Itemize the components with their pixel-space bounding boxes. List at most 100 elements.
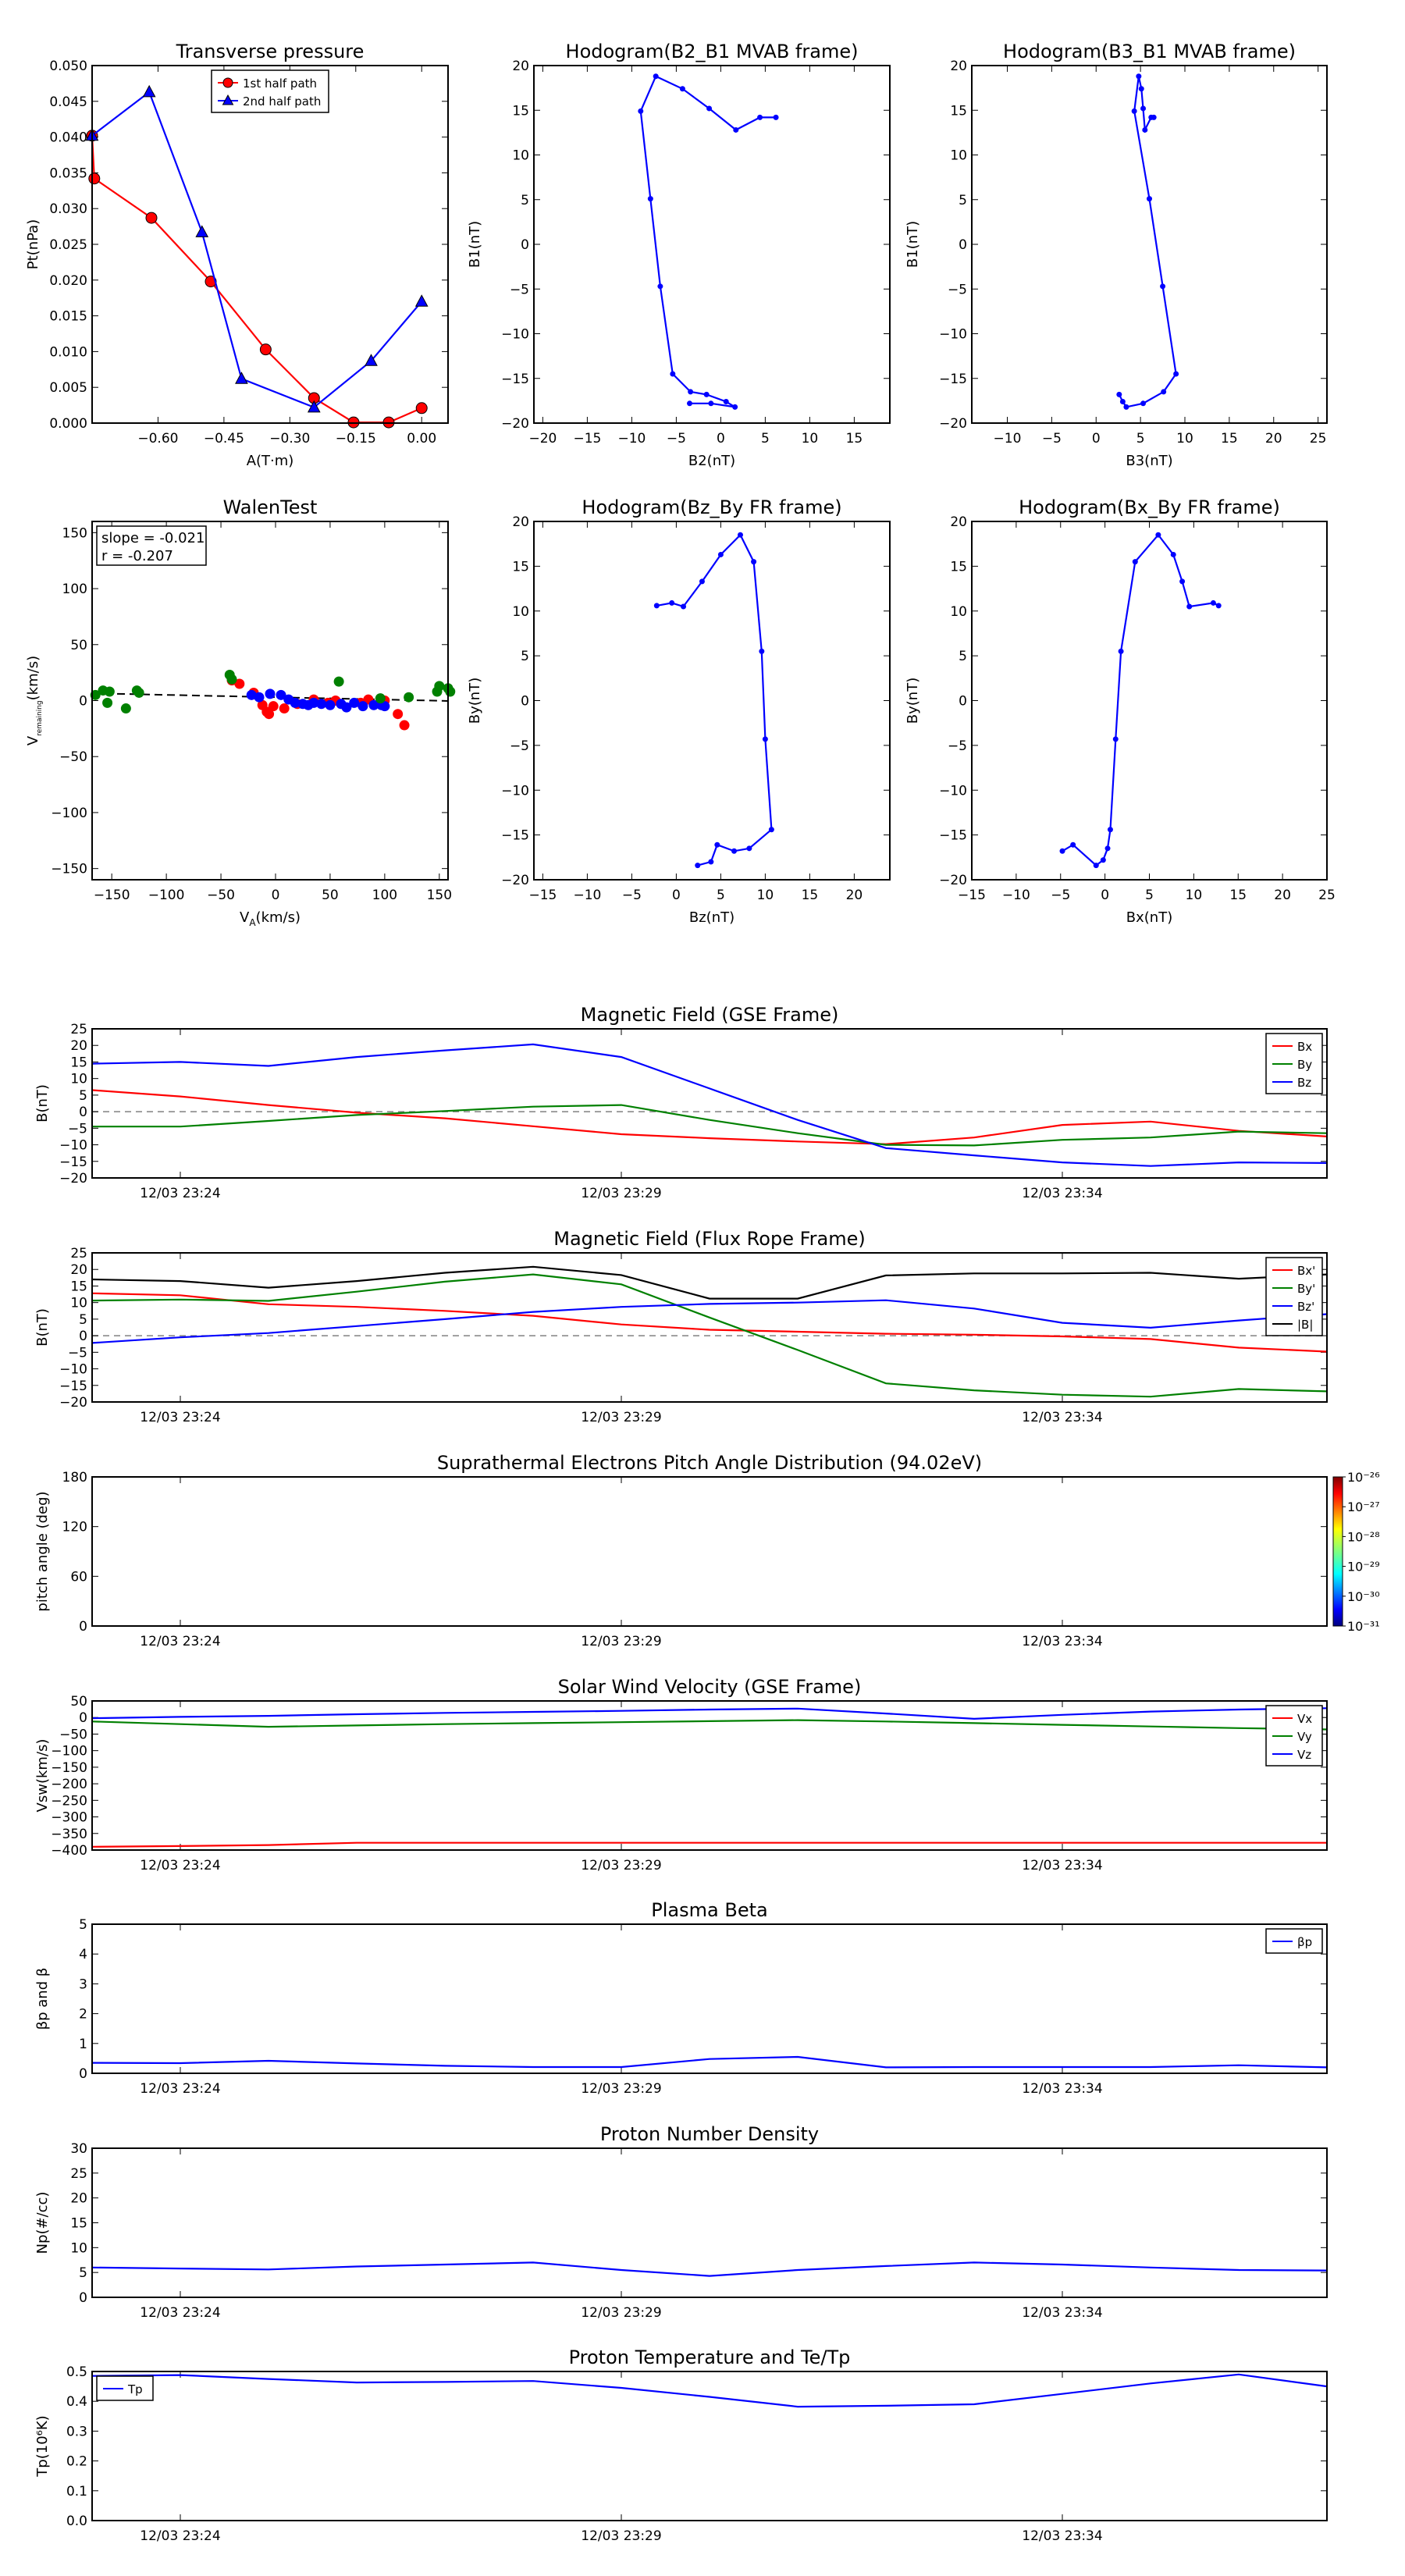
x-tick-label: 0 bbox=[672, 888, 681, 903]
x-tick-label: −0.15 bbox=[336, 431, 376, 447]
y-tick-label: 10 bbox=[512, 604, 529, 620]
y-tick-label: 15 bbox=[70, 1279, 87, 1294]
x-tick-label: 100 bbox=[372, 888, 397, 903]
scatter-point bbox=[102, 697, 113, 708]
legend-label: Bz bbox=[1297, 1076, 1311, 1090]
y-tick-label: 25 bbox=[70, 1022, 87, 1037]
scatter-point bbox=[393, 709, 404, 720]
y-tick-label: 15 bbox=[512, 103, 529, 119]
x-tick-label: 20 bbox=[1274, 888, 1291, 903]
y-tick-label: 25 bbox=[70, 1246, 87, 1261]
y-tick-label: 0.015 bbox=[49, 309, 87, 325]
series-marker bbox=[706, 105, 713, 112]
y-tick-label: 10 bbox=[950, 604, 967, 620]
scatter-point bbox=[290, 697, 301, 708]
y-tick-label: 0 bbox=[521, 694, 529, 710]
y-tick-label: 0 bbox=[521, 237, 529, 253]
series-marker bbox=[1142, 126, 1148, 133]
y-tick-label: −5 bbox=[948, 282, 967, 297]
y-tick-label: −100 bbox=[51, 1744, 87, 1759]
y-tick-label: 0 bbox=[79, 2290, 87, 2306]
series-marker bbox=[1215, 603, 1222, 609]
x-tick-label: 15 bbox=[802, 888, 819, 903]
chart-title: Transverse pressure bbox=[176, 41, 365, 62]
x-axis-label: Bx(nT) bbox=[1126, 909, 1172, 926]
plot-frame bbox=[533, 65, 891, 424]
x-tick-label: 15 bbox=[846, 431, 863, 447]
series-marker bbox=[88, 173, 101, 185]
y-tick-label: 20 bbox=[70, 2191, 87, 2207]
colorbar-label: 10⁻³⁰ bbox=[1347, 1589, 1380, 1604]
series-line bbox=[91, 1043, 1328, 1167]
series-line bbox=[1062, 533, 1219, 867]
x-axis-label: B2(nT) bbox=[688, 453, 735, 469]
series-marker bbox=[1070, 841, 1076, 848]
legend-box bbox=[211, 69, 329, 113]
scatter-point bbox=[325, 699, 336, 710]
series-marker bbox=[1132, 559, 1138, 565]
plot-frame bbox=[91, 2371, 1328, 2521]
x-tick-label: 10 bbox=[1186, 888, 1203, 903]
plot-frame bbox=[971, 65, 1328, 424]
y-tick-label: 15 bbox=[950, 559, 967, 575]
x-tick-label: 0.00 bbox=[407, 431, 436, 447]
series-marker bbox=[1112, 736, 1119, 742]
y-axis-label: B(nT) bbox=[34, 1084, 51, 1123]
scatter-point bbox=[333, 676, 344, 687]
scatter-point bbox=[434, 681, 445, 692]
y-tick-label: −50 bbox=[59, 749, 87, 765]
y-tick-label: 0.2 bbox=[66, 2454, 87, 2470]
legend-label: |B| bbox=[1297, 1318, 1313, 1332]
series-marker bbox=[1186, 603, 1193, 610]
scatter-point bbox=[264, 709, 275, 720]
y-axis-label: B1(nT) bbox=[905, 221, 921, 268]
series-marker bbox=[681, 603, 687, 610]
y-tick-label: 20 bbox=[512, 514, 529, 530]
series-line bbox=[91, 2373, 1328, 2408]
x-tick-label: 12/03 23:24 bbox=[140, 2081, 220, 2097]
x-tick-label: 12/03 23:29 bbox=[581, 2081, 661, 2097]
plot-frame bbox=[91, 521, 449, 881]
y-tick-label: 5 bbox=[521, 649, 529, 664]
y-tick-label: 3 bbox=[79, 1976, 87, 1992]
x-tick-label: −0.60 bbox=[137, 431, 178, 447]
x-tick-label: −5 bbox=[1051, 888, 1070, 903]
series-marker bbox=[773, 114, 779, 120]
y-tick-label: 30 bbox=[70, 2141, 87, 2157]
y-tick-label: 180 bbox=[62, 1470, 87, 1485]
legend-label: 2nd half path bbox=[243, 94, 321, 109]
x-tick-label: −10 bbox=[573, 888, 601, 903]
x-tick-label: −15 bbox=[573, 431, 601, 447]
y-tick-label: −300 bbox=[51, 1810, 87, 1826]
x-tick-label: 150 bbox=[427, 888, 452, 903]
y-tick-label: 15 bbox=[950, 103, 967, 119]
chart-title: Hodogram(B2_B1 MVAB frame) bbox=[566, 41, 859, 62]
x-tick-label: 20 bbox=[1265, 431, 1282, 447]
y-tick-label: 4 bbox=[79, 1947, 87, 1962]
series-marker bbox=[695, 863, 701, 869]
series-line bbox=[656, 533, 773, 866]
chart-title: Hodogram(Bx_By FR frame) bbox=[1019, 496, 1280, 518]
plot-frame bbox=[91, 1700, 1328, 1851]
x-tick-label: 25 bbox=[1318, 888, 1336, 903]
x-tick-label: 5 bbox=[761, 431, 770, 447]
chart-title: WalenTest bbox=[223, 496, 318, 518]
series-marker bbox=[1210, 600, 1216, 606]
y-axis-label: Pt(nPa) bbox=[25, 219, 41, 269]
series-marker bbox=[762, 736, 768, 742]
y-tick-label: 0.010 bbox=[49, 344, 87, 360]
y-tick-label: 5 bbox=[521, 193, 529, 208]
annotation-box bbox=[96, 525, 207, 566]
series-marker bbox=[1138, 86, 1144, 92]
chart-title: Solar Wind Velocity (GSE Frame) bbox=[558, 1676, 862, 1698]
x-axis-label: B3(nT) bbox=[1126, 453, 1172, 469]
series-marker bbox=[653, 603, 660, 609]
scatter-point bbox=[375, 693, 386, 704]
colorbar-label: 10⁻³¹ bbox=[1347, 1619, 1380, 1634]
x-tick-label: −5 bbox=[622, 888, 642, 903]
y-tick-label: 25 bbox=[70, 2166, 87, 2182]
y-tick-label: 0.050 bbox=[49, 59, 87, 74]
plot-frame bbox=[91, 2147, 1328, 2298]
series-marker bbox=[1179, 578, 1186, 585]
scatter-point bbox=[399, 720, 410, 731]
